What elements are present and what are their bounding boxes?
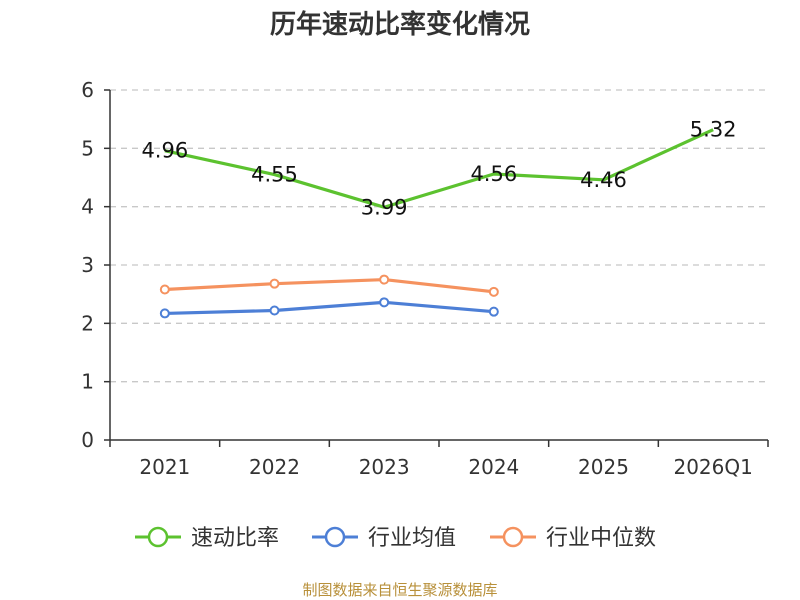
legend: 速动比率 行业均值 行业中位数 (135, 526, 656, 551)
y-tick-label: 2 (81, 311, 94, 335)
legend-label: 速动比率 (191, 526, 279, 551)
legend-label: 行业均值 (368, 526, 456, 551)
data-point (159, 284, 170, 295)
data-point (269, 305, 280, 316)
data-point (488, 306, 499, 317)
series-line (164, 300, 494, 316)
y-tick-label: 4 (81, 195, 94, 219)
legend-swatch-marker (502, 526, 524, 548)
x-tick-label: 2024 (468, 455, 519, 479)
y-tick-label: 3 (81, 253, 94, 277)
legend-label: 行业中位数 (546, 526, 656, 551)
x-tick-label: 2025 (578, 455, 629, 479)
legend-swatch-marker (147, 526, 169, 548)
data-point (379, 274, 390, 285)
axes: 0 1 2 3 4 5 6 2021 2022 2023 2024 2025 2026Q1 (81, 78, 769, 479)
data-label: 4.96 (141, 139, 188, 163)
data-label: 4.55 (251, 163, 298, 187)
grid-lines (110, 89, 768, 383)
y-tick-label: 5 (81, 136, 94, 160)
data-label: 4.56 (470, 162, 517, 186)
data-point (159, 308, 170, 319)
data-labels: 4.96 4.55 3.99 4.56 4.46 5.32 (141, 118, 736, 220)
y-tick-label: 6 (81, 78, 94, 102)
data-label: 3.99 (361, 195, 408, 219)
x-tick-label: 2026Q1 (673, 455, 752, 479)
data-point (379, 297, 390, 308)
chart-title: 历年速动比率变化情况 (270, 9, 530, 40)
x-tick-label: 2021 (139, 455, 190, 479)
y-tick-label: 1 (81, 370, 94, 394)
y-tick-label: 0 (81, 428, 94, 452)
data-point (269, 278, 280, 289)
x-tick-label: 2023 (359, 455, 410, 479)
series-line (164, 277, 495, 294)
legend-swatch-marker (324, 526, 346, 548)
series-layer (159, 128, 714, 319)
data-label: 4.46 (580, 168, 627, 192)
data-label: 5.32 (690, 118, 737, 142)
x-tick-label: 2022 (249, 455, 300, 479)
series-line (164, 128, 714, 209)
source-note: 制图数据来自恒生聚源数据库 (302, 581, 497, 599)
data-point (488, 286, 499, 297)
